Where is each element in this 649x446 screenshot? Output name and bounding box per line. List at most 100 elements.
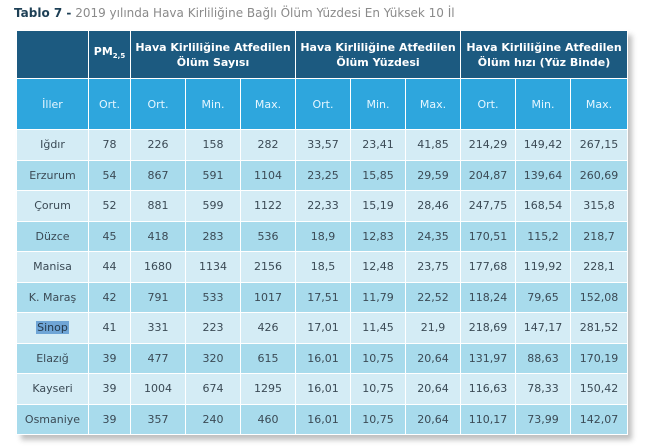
value-cell: 418 (130, 220, 186, 252)
value-cell: 45 (88, 220, 131, 252)
value-cell: 110,17 (460, 403, 516, 435)
table-row: K. Maraş 42 791 533 1017 17,51 11,79 22,52 118,2… (16, 281, 629, 313)
value-cell: 158 (185, 129, 241, 161)
table-row: Osmaniye 39 357 240 460 16,01 10,75 20,64 110,17… (16, 403, 629, 435)
value-cell: 1680 (130, 251, 186, 283)
value-cell: 214,29 (460, 129, 516, 161)
table-row: Iğdır 78 226 158 282 33,57 23,41 41,85 214,29 149… (16, 129, 629, 161)
value-cell: 357 (130, 403, 186, 435)
value-cell: 1004 (130, 373, 186, 405)
caption-text: 2019 yılında Hava Kirliliğine Bağlı Ölüm… (75, 6, 455, 20)
value-cell: 1295 (240, 373, 296, 405)
subheader-cell: Min. (350, 78, 406, 130)
value-cell: 41,85 (405, 129, 461, 161)
province-cell: Çorum (16, 190, 89, 222)
value-cell: 218,69 (460, 312, 516, 344)
value-cell: 177,68 (460, 251, 516, 283)
value-cell: 44 (88, 251, 131, 283)
value-cell: 147,17 (515, 312, 571, 344)
value-cell: 42 (88, 281, 131, 313)
province-cell: Erzurum (16, 159, 89, 191)
value-cell: 152,08 (569, 281, 629, 313)
value-cell: 867 (130, 159, 186, 191)
value-cell: 12,83 (350, 220, 406, 252)
header-row-groups: PM2,5 Hava Kirliliğine Atfedilen Ölüm Sa… (16, 30, 629, 79)
value-cell: 791 (130, 281, 186, 313)
subheader-cell: Max. (240, 78, 296, 130)
value-cell: 218,7 (569, 220, 629, 252)
subheader-cell: Min. (185, 78, 241, 130)
header-row-sub: İller Ort. Ort. Min. Max. Ort. Min. Max. Ort. Min… (16, 78, 629, 130)
value-cell: 168,54 (515, 190, 571, 222)
table-row: Kayseri 39 1004 674 1295 16,01 10,75 20,64 116,6… (16, 373, 629, 405)
value-cell: 247,75 (460, 190, 516, 222)
value-cell: 149,42 (515, 129, 571, 161)
table-body: Iğdır 78 226 158 282 33,57 23,41 41,85 214,29 149… (16, 129, 629, 435)
value-cell: 170,19 (569, 342, 629, 374)
value-cell: 17,51 (295, 281, 351, 313)
value-cell: 20,64 (405, 373, 461, 405)
province-cell: K. Maraş (16, 281, 89, 313)
value-cell: 20,64 (405, 342, 461, 374)
value-cell: 17,01 (295, 312, 351, 344)
value-cell: 119,92 (515, 251, 571, 283)
value-cell: 10,75 (350, 342, 406, 374)
province-cell: Düzce (16, 220, 89, 252)
value-cell: 52 (88, 190, 131, 222)
header-group-death-percent: Hava Kirliliğine Atfedilen Ölüm Yüzdesi (295, 30, 461, 79)
value-cell: 116,63 (460, 373, 516, 405)
header-pm: PM2,5 (88, 30, 131, 79)
value-cell: 320 (185, 342, 241, 374)
value-cell: 23,75 (405, 251, 461, 283)
province-cell: Elazığ (16, 342, 89, 374)
value-cell: 21,9 (405, 312, 461, 344)
province-cell: Iğdır (16, 129, 89, 161)
table-row: Erzurum 54 867 591 1104 23,25 15,85 29,59 204,87… (16, 159, 629, 191)
value-cell: 39 (88, 342, 131, 374)
value-cell: 591 (185, 159, 241, 191)
value-cell: 228,1 (569, 251, 629, 283)
value-cell: 10,75 (350, 373, 406, 405)
value-cell: 15,85 (350, 159, 406, 191)
value-cell: 1017 (240, 281, 296, 313)
value-cell: 460 (240, 403, 296, 435)
value-cell: 15,19 (350, 190, 406, 222)
province-cell: Sinop (16, 312, 89, 344)
value-cell: 142,07 (569, 403, 629, 435)
subheader-cell: Max. (405, 78, 461, 130)
value-cell: 282 (240, 129, 296, 161)
table-row: Sinop 41 331 223 426 17,01 11,45 21,9 218,69 147,… (16, 312, 629, 344)
value-cell: 88,63 (515, 342, 571, 374)
province-cell: Manisa (16, 251, 89, 283)
value-cell: 536 (240, 220, 296, 252)
value-cell: 22,33 (295, 190, 351, 222)
value-cell: 78 (88, 129, 131, 161)
value-cell: 615 (240, 342, 296, 374)
value-cell: 118,24 (460, 281, 516, 313)
table-row: Düzce 45 418 283 536 18,9 12,83 24,35 170,51 115,… (16, 220, 629, 252)
selected-text[interactable]: Sinop (36, 321, 69, 335)
value-cell: 223 (185, 312, 241, 344)
value-cell: 150,42 (569, 373, 629, 405)
value-cell: 599 (185, 190, 241, 222)
value-cell: 477 (130, 342, 186, 374)
subheader-cell: İller (16, 78, 89, 130)
value-cell: 260,69 (569, 159, 629, 191)
value-cell: 283 (185, 220, 241, 252)
value-cell: 281,52 (569, 312, 629, 344)
subheader-cell: Min. (515, 78, 571, 130)
value-cell: 22,52 (405, 281, 461, 313)
value-cell: 16,01 (295, 403, 351, 435)
table-row: Çorum 52 881 599 1122 22,33 15,19 28,46 247,75 16… (16, 190, 629, 222)
value-cell: 16,01 (295, 373, 351, 405)
value-cell: 426 (240, 312, 296, 344)
value-cell: 28,46 (405, 190, 461, 222)
subheader-cell: Ort. (460, 78, 516, 130)
value-cell: 139,64 (515, 159, 571, 191)
value-cell: 39 (88, 373, 131, 405)
subheader-cell: Ort. (130, 78, 186, 130)
value-cell: 54 (88, 159, 131, 191)
data-table-container: PM2,5 Hava Kirliliğine Atfedilen Ölüm Sa… (16, 30, 629, 435)
value-cell: 23,41 (350, 129, 406, 161)
subheader-cell: Ort. (88, 78, 131, 130)
